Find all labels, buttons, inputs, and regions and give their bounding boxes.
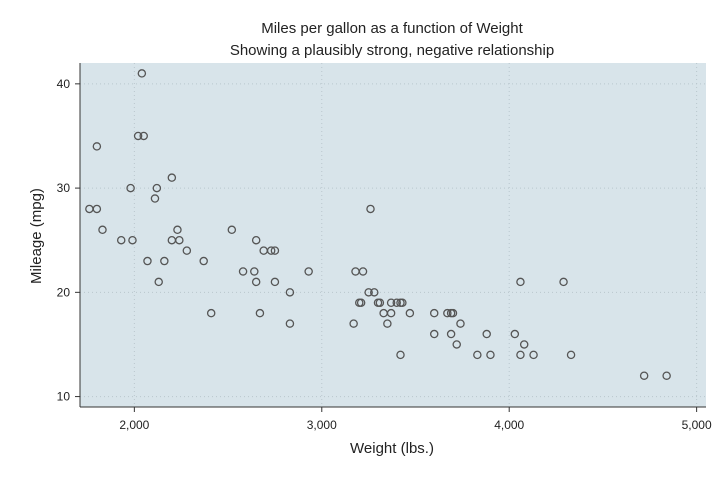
data-point <box>304 267 313 276</box>
data-point <box>167 173 177 182</box>
data-point <box>639 371 649 380</box>
data-point <box>662 371 671 380</box>
tick-labels: 2,000 3,000 4,000 5,000 10 20 30 40 <box>57 77 712 432</box>
data-point <box>396 350 405 360</box>
data-point <box>356 298 366 308</box>
data-point <box>270 277 280 287</box>
data-point <box>98 225 107 235</box>
data-point <box>516 350 525 360</box>
data-point <box>443 308 452 318</box>
data-point <box>398 298 407 308</box>
data-point <box>133 131 143 141</box>
data-point <box>519 340 529 349</box>
data-point <box>175 235 184 245</box>
data-point <box>199 256 208 266</box>
x-axis-title: Weight (lbs.) <box>350 440 434 457</box>
y-tick-label: 30 <box>57 181 71 195</box>
x-tick-label: 3,000 <box>307 418 337 432</box>
x-tick-label: 2,000 <box>119 418 149 432</box>
data-point <box>126 183 135 193</box>
x-tick-label: 4,000 <box>494 418 524 432</box>
y-axis-title: Mileage (mpg) <box>28 188 45 284</box>
data-point <box>358 267 368 276</box>
data-point <box>137 69 147 78</box>
data-point <box>150 194 160 203</box>
data-point <box>456 319 465 328</box>
data-points <box>85 69 671 380</box>
data-point <box>92 142 102 151</box>
x-tick-label: 5,000 <box>682 418 712 432</box>
data-point <box>182 246 192 255</box>
data-point <box>429 329 439 339</box>
chart-title: Miles per gallon as a function of Weight <box>261 20 523 37</box>
data-point <box>251 235 261 245</box>
y-tick-label: 40 <box>57 77 71 91</box>
data-point <box>383 319 392 328</box>
plot-area <box>80 63 706 407</box>
data-point <box>366 204 375 214</box>
data-point <box>160 256 169 266</box>
data-point <box>516 277 525 287</box>
data-point <box>392 298 401 308</box>
data-point <box>405 308 415 318</box>
data-point <box>285 288 295 297</box>
data-point <box>473 350 482 360</box>
data-point <box>386 308 396 318</box>
data-point <box>375 298 385 308</box>
y-tick-label: 20 <box>57 285 71 299</box>
data-point <box>566 350 576 360</box>
data-point <box>349 319 358 328</box>
data-point <box>266 246 276 255</box>
data-point <box>92 204 102 214</box>
chart-subtitle: Showing a plausibly strong, negative rel… <box>230 42 554 59</box>
data-point <box>446 329 456 339</box>
data-point <box>116 235 126 245</box>
data-point <box>285 319 295 328</box>
data-point <box>370 288 379 297</box>
data-point <box>486 350 495 360</box>
data-point <box>173 225 182 235</box>
data-point <box>251 277 261 287</box>
data-point <box>128 235 137 245</box>
data-point <box>482 329 491 339</box>
data-point <box>270 246 280 255</box>
data-point <box>152 183 162 193</box>
data-point <box>238 267 248 276</box>
data-point <box>154 277 163 287</box>
data-point <box>364 288 373 297</box>
data-point <box>143 256 152 266</box>
axes <box>75 63 706 412</box>
data-point <box>139 131 148 141</box>
data-point <box>255 308 265 318</box>
data-point <box>386 298 396 308</box>
data-point <box>559 277 568 287</box>
data-point <box>206 308 216 318</box>
grid-lines <box>80 63 706 407</box>
data-point <box>250 267 259 276</box>
data-point <box>452 340 461 349</box>
data-point <box>448 308 458 318</box>
data-point <box>529 350 538 360</box>
y-tick-label: 10 <box>57 390 71 404</box>
data-point <box>510 329 520 339</box>
data-point <box>429 308 439 318</box>
data-point <box>227 225 237 235</box>
